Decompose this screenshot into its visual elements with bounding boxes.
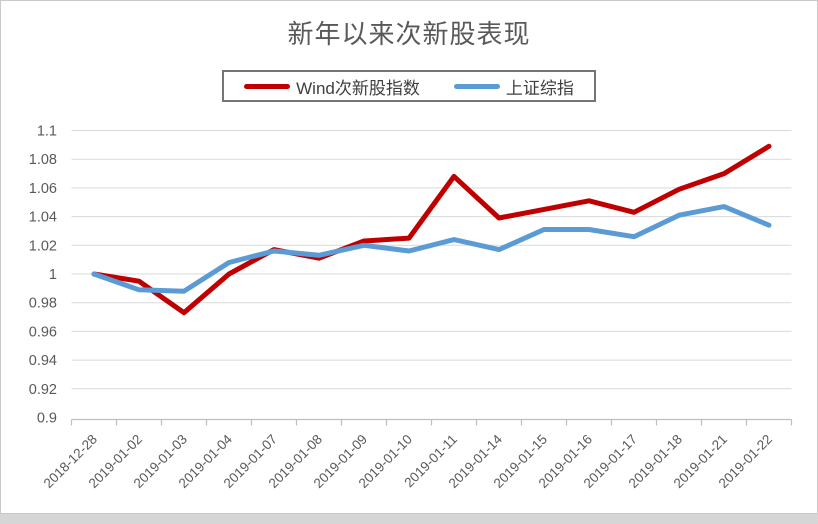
y-axis-tick-label: 0.96: [29, 324, 57, 340]
bottom-edge-strip: [0, 514, 818, 524]
y-axis-tick-label: 1.02: [29, 238, 57, 254]
legend-label: Wind次新股指数: [296, 78, 420, 98]
y-axis-tick-label: 1.08: [29, 152, 57, 168]
legend-item-wind-index[interactable]: Wind次新股指数: [244, 74, 420, 99]
y-axis-tick-label: 0.94: [29, 353, 57, 369]
y-axis-tick-label: 1.04: [29, 210, 57, 226]
y-axis-tick-label: 0.98: [29, 296, 57, 312]
y-axis-tick-label: 1: [49, 267, 57, 283]
legend-box[interactable]: Wind次新股指数 上证综指: [222, 70, 596, 102]
legend-swatch-red-line: [244, 83, 291, 89]
legend-swatch-blue-line: [453, 83, 500, 89]
series-line-sse-composite[interactable]: [91, 204, 772, 294]
legend-label: 上证综指: [505, 78, 574, 98]
y-axis-tick-label: 0.92: [29, 382, 57, 398]
y-axis-tick-label: 1.06: [29, 181, 57, 197]
y-axis-tick-label: 1.1: [37, 124, 57, 140]
y-axis-tick-label: 0.9: [37, 411, 57, 427]
series-line-wind-index[interactable]: [91, 143, 772, 316]
chart-title: 新年以来次新股表现: [287, 19, 531, 49]
legend-item-sse-composite[interactable]: 上证综指: [453, 74, 574, 99]
